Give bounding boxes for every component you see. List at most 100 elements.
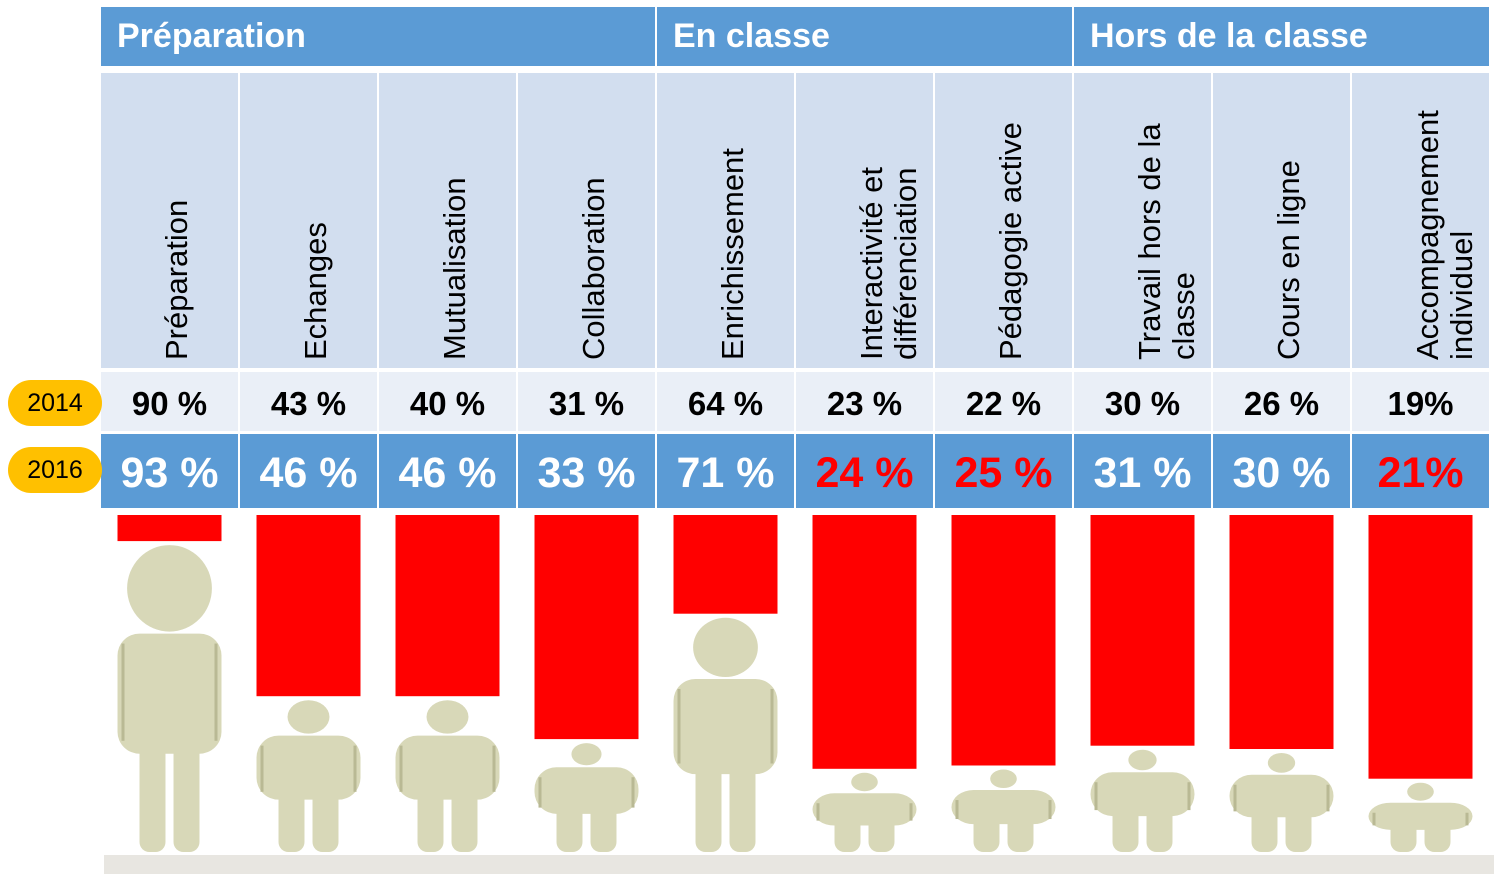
category-header-8: Cours en ligne [1213, 73, 1350, 368]
bar-0 [117, 515, 222, 542]
figure-leg-left-6 [973, 811, 1000, 852]
value-2016-9: 21% [1352, 434, 1489, 508]
year-pill-2014: 2014 [8, 380, 102, 426]
figure-leg-right-2 [451, 776, 478, 852]
value-2014-5: 23 % [796, 372, 933, 431]
figure-leg-right-3 [590, 796, 617, 852]
person-figure-7 [1090, 749, 1195, 852]
figure-leg-right-0 [173, 710, 200, 852]
value-2014-4: 64 % [657, 372, 794, 431]
figure-torso-9 [1368, 802, 1473, 830]
floor-shadow [104, 855, 1494, 874]
figure-torso-7 [1090, 772, 1195, 817]
value-2014-1: 43 % [240, 372, 377, 431]
figure-arm-line-left-9 [1372, 812, 1376, 826]
figure-arm-line-left-2 [399, 745, 403, 792]
figure-leg-left-2 [417, 776, 444, 852]
category-header-6: Pédagogie active [935, 73, 1072, 368]
figure-arm-line-left-5 [816, 803, 820, 821]
figure-arm-line-left-6 [955, 800, 959, 820]
category-header-2: Mutualisation [379, 73, 516, 368]
figure-arm-line-left-0 [121, 643, 125, 741]
value-2014-3: 31 % [518, 372, 655, 431]
figure-arm-line-right-8 [1326, 784, 1330, 812]
category-header-7: Travail hors de la classe [1074, 73, 1211, 368]
person-figure-6 [951, 769, 1056, 852]
value-2016-3: 33 % [518, 434, 655, 508]
person-figure-3 [534, 743, 639, 852]
figure-leg-left-4 [695, 739, 722, 852]
figure-leg-left-3 [556, 796, 583, 852]
figure-arm-line-left-3 [538, 777, 542, 808]
figure-leg-right-7 [1146, 800, 1173, 852]
figure-arm-line-right-4 [770, 688, 774, 764]
figure-leg-left-0 [139, 710, 166, 852]
figure-head-6 [990, 769, 1017, 789]
bar-3 [534, 515, 639, 740]
figure-torso-5 [812, 793, 917, 826]
category-header-0: Préparation [101, 73, 238, 368]
figure-head-8 [1267, 753, 1296, 773]
figure-torso-8 [1229, 774, 1334, 818]
person-figure-2 [395, 700, 500, 852]
figure-arm-line-right-9 [1465, 812, 1469, 826]
figure-leg-right-8 [1285, 801, 1312, 852]
value-2014-8: 26 % [1213, 372, 1350, 431]
bar-1 [256, 515, 361, 697]
value-2016-7: 31 % [1074, 434, 1211, 508]
category-header-9: Accompagnement individuel [1352, 73, 1489, 368]
figure-torso-3 [534, 767, 639, 814]
group-header-0: Préparation [101, 7, 655, 66]
figure-arm-line-left-7 [1094, 782, 1098, 811]
figure-arm-line-left-4 [677, 688, 681, 764]
bar-9 [1368, 515, 1473, 779]
figure-arm-line-right-7 [1187, 782, 1191, 811]
figure-head-5 [851, 772, 878, 792]
bar-5 [812, 515, 917, 769]
bar-4 [673, 515, 778, 614]
person-figure-8 [1229, 753, 1334, 852]
figure-leg-left-1 [278, 776, 305, 852]
value-2016-4: 71 % [657, 434, 794, 508]
figure-torso-0 [117, 633, 222, 754]
person-figure-1 [256, 700, 361, 852]
figure-arm-line-left-1 [260, 745, 264, 792]
bar-7 [1090, 515, 1195, 746]
figure-arm-line-right-1 [353, 745, 357, 792]
figure-arm-line-right-5 [909, 803, 913, 821]
figure-head-9 [1407, 782, 1434, 801]
figure-leg-right-6 [1007, 811, 1034, 852]
figure-leg-right-4 [729, 739, 756, 852]
figure-leg-right-5 [868, 813, 895, 852]
figure-leg-right-1 [312, 776, 339, 852]
figure-head-2 [426, 700, 469, 734]
figure-head-4 [693, 617, 758, 677]
value-2016-1: 46 % [240, 434, 377, 508]
figure-arm-line-left-8 [1233, 784, 1237, 812]
figure-leg-left-9 [1390, 819, 1417, 852]
category-header-1: Echanges [240, 73, 377, 368]
group-header-2: Hors de la classe [1074, 7, 1489, 66]
figure-head-1 [287, 700, 330, 734]
figure-leg-left-7 [1112, 800, 1139, 852]
figure-head-3 [571, 743, 602, 766]
figure-arm-line-right-3 [631, 777, 635, 808]
category-header-4: Enrichissement [657, 73, 794, 368]
value-2014-6: 22 % [935, 372, 1072, 431]
person-figure-0 [117, 545, 222, 852]
value-2016-0: 93 % [101, 434, 238, 508]
person-figure-5 [812, 772, 917, 852]
value-2014-7: 30 % [1074, 372, 1211, 431]
figure-leg-right-9 [1424, 819, 1451, 852]
value-2014-0: 90 % [101, 372, 238, 431]
figure-leg-left-5 [834, 813, 861, 852]
figure-head-7 [1128, 749, 1157, 771]
figure-head-0 [127, 545, 212, 632]
figure-torso-4 [673, 678, 778, 775]
value-2016-8: 30 % [1213, 434, 1350, 508]
value-2016-6: 25 % [935, 434, 1072, 508]
person-figure-9 [1368, 782, 1473, 852]
year-pill-2016: 2016 [8, 447, 102, 493]
value-2014-9: 19% [1352, 372, 1489, 431]
